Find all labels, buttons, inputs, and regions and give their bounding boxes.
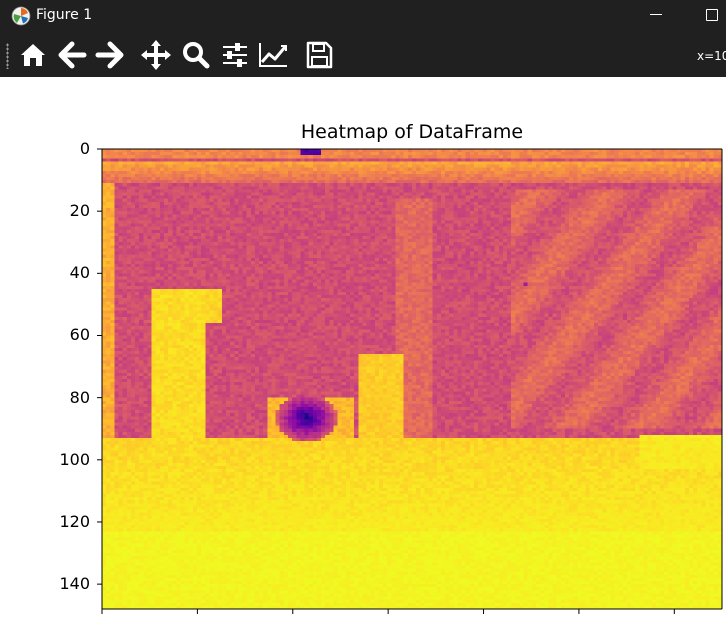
window-title-bar: Figure 1 (0, 0, 726, 33)
y-tick-label: 120 (40, 512, 90, 531)
heatmap-cells (102, 149, 723, 610)
forward-button[interactable] (94, 40, 126, 70)
home-button[interactable] (17, 40, 49, 70)
y-tick-label: 0 (40, 139, 90, 158)
y-tick-label: 100 (40, 450, 90, 469)
maximize-icon (706, 9, 718, 21)
y-tick-label: 40 (40, 263, 90, 282)
zoom-button[interactable] (180, 40, 212, 70)
figure-canvas[interactable]: Heatmap of DataFrame 0 20 40 60 80 100 120 140 (0, 77, 726, 621)
toolbar-grip-handle[interactable] (6, 43, 9, 69)
cursor-coordinates-readout: x=10 (697, 49, 726, 63)
home-icon (21, 44, 45, 66)
window-title: Figure 1 (36, 7, 92, 23)
y-tick-label: 80 (40, 388, 90, 407)
matplotlib-logo-icon (11, 6, 31, 26)
move-arrows-icon (141, 40, 171, 70)
line-chart-icon (259, 43, 287, 67)
navigation-toolbar: x=10 (0, 33, 726, 77)
sliders-icon (223, 43, 247, 67)
y-tick-label: 20 (40, 201, 90, 220)
floppy-disk-icon (306, 41, 333, 69)
minimize-button[interactable] (634, 0, 680, 33)
arrow-right-icon (95, 41, 124, 69)
configure-subplots-button[interactable] (219, 40, 251, 70)
back-button[interactable] (56, 40, 88, 70)
magnifier-icon (183, 42, 210, 69)
arrow-left-icon (58, 41, 87, 69)
chart-title: Heatmap of DataFrame (102, 121, 722, 143)
y-tick-label: 140 (40, 574, 90, 593)
y-tick-label: 60 (40, 325, 90, 344)
heatmap-plot[interactable] (0, 77, 726, 621)
pan-button[interactable] (140, 40, 172, 70)
maximize-button[interactable] (690, 0, 726, 33)
minimize-icon (650, 14, 662, 15)
save-button[interactable] (303, 40, 335, 70)
edit-axis-button[interactable] (257, 40, 289, 70)
